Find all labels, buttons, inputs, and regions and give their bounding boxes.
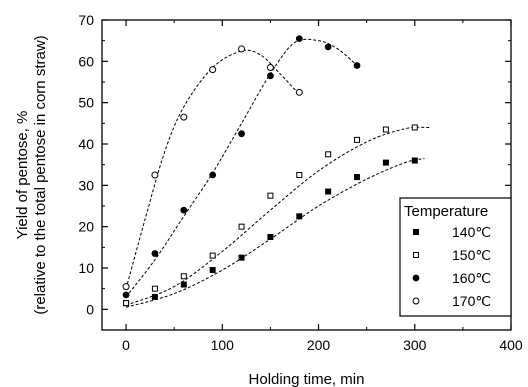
data-point-series-2 — [122, 291, 130, 299]
y-tick-label: 10 — [78, 260, 94, 276]
data-point-series-2 — [324, 43, 332, 51]
data-point-series-3 — [122, 283, 130, 291]
legend-marker-0 — [413, 229, 419, 235]
y-tick-label: 20 — [78, 219, 94, 235]
fit-curve-series-1 — [125, 126, 430, 306]
fit-curves — [125, 38, 430, 308]
data-point-series-1 — [354, 136, 361, 143]
data-point-series-1 — [296, 172, 303, 178]
data-point-series-1 — [382, 126, 389, 133]
data-point-series-1 — [238, 223, 245, 230]
y-tick-label: 0 — [86, 301, 94, 317]
data-point-series-3 — [209, 66, 217, 74]
legend-title: Temperature — [404, 203, 488, 220]
data-point-series-2 — [238, 130, 245, 138]
x-axis-label: Holding time, min — [249, 371, 365, 387]
legend-marker-2 — [412, 274, 420, 282]
data-point-series-0 — [238, 254, 245, 261]
data-point-series-1 — [325, 151, 332, 158]
legend-label-3: 170℃ — [452, 293, 491, 309]
y-tick-label: 60 — [78, 53, 94, 69]
data-point-series-3 — [238, 45, 246, 53]
legend-items: 140℃ 150℃ 160℃ 170℃ — [412, 224, 491, 309]
y-tick-label: 30 — [78, 177, 94, 193]
data-point-series-2 — [295, 35, 303, 42]
data-point-series-0 — [354, 174, 361, 181]
data-point-series-2 — [353, 62, 361, 69]
x-tick-label: 200 — [307, 337, 331, 353]
data-point-series-0 — [325, 188, 332, 195]
data-point-series-3 — [266, 64, 274, 72]
y-tick-label: 50 — [78, 95, 94, 111]
data-point-series-2 — [180, 206, 188, 214]
data-point-series-0 — [296, 213, 303, 220]
data-point-series-0 — [180, 281, 187, 288]
y-axis-label: Yield of pentose, % — [14, 111, 31, 240]
data-point-series-0 — [267, 234, 274, 240]
data-point-series-0 — [209, 267, 216, 274]
data-point-series-1 — [180, 273, 187, 280]
legend: Temperature 140℃ 150℃ 160℃ 170℃ — [399, 197, 512, 317]
data-point-series-2 — [267, 72, 274, 80]
x-tick-label: 400 — [499, 337, 523, 353]
data-point-series-3 — [180, 113, 188, 121]
legend-marker-1 — [413, 252, 419, 258]
y-tick-label: 70 — [78, 12, 94, 28]
data-markers — [122, 35, 418, 307]
axes: 0 100 200 300 400 0 10 20 30 40 50 60 70 — [78, 12, 522, 353]
data-point-series-2 — [209, 171, 217, 179]
data-point-series-2 — [151, 250, 159, 257]
data-point-series-1 — [123, 300, 130, 307]
x-tick-label: 0 — [122, 337, 130, 353]
x-tick-label: 100 — [211, 337, 235, 353]
legend-label-2: 160℃ — [452, 270, 491, 286]
legend-label-1: 150℃ — [452, 247, 491, 263]
plot-frame — [101, 19, 512, 331]
y-tick-label: 40 — [78, 136, 94, 152]
legend-marker-3 — [412, 297, 420, 305]
fit-curve-series-0 — [125, 157, 425, 308]
x-tick-label: 300 — [403, 337, 427, 353]
data-point-series-1 — [411, 124, 418, 131]
data-point-series-0 — [382, 159, 389, 166]
data-point-series-3 — [295, 88, 303, 96]
data-point-series-0 — [151, 293, 158, 300]
data-point-series-0 — [411, 157, 418, 164]
data-point-series-1 — [151, 285, 158, 292]
y-axis-label-subtitle: (relative to the total pentose in corn s… — [32, 35, 49, 314]
data-point-series-3 — [151, 171, 159, 179]
data-point-series-1 — [267, 192, 274, 199]
data-point-series-1 — [209, 252, 216, 259]
legend-label-0: 140℃ — [452, 224, 491, 240]
